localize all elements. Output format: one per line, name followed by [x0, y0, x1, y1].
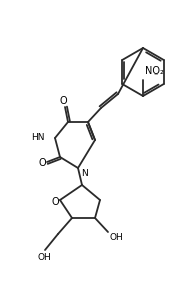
Text: ⁻: ⁻: [154, 72, 158, 81]
Text: N: N: [81, 168, 87, 178]
Text: NO₂: NO₂: [145, 66, 164, 76]
Text: O: O: [51, 197, 59, 207]
Text: O: O: [59, 96, 67, 106]
Text: OH: OH: [37, 253, 51, 263]
Text: O: O: [38, 158, 46, 168]
Text: OH: OH: [109, 232, 123, 241]
Text: HN: HN: [32, 133, 45, 142]
